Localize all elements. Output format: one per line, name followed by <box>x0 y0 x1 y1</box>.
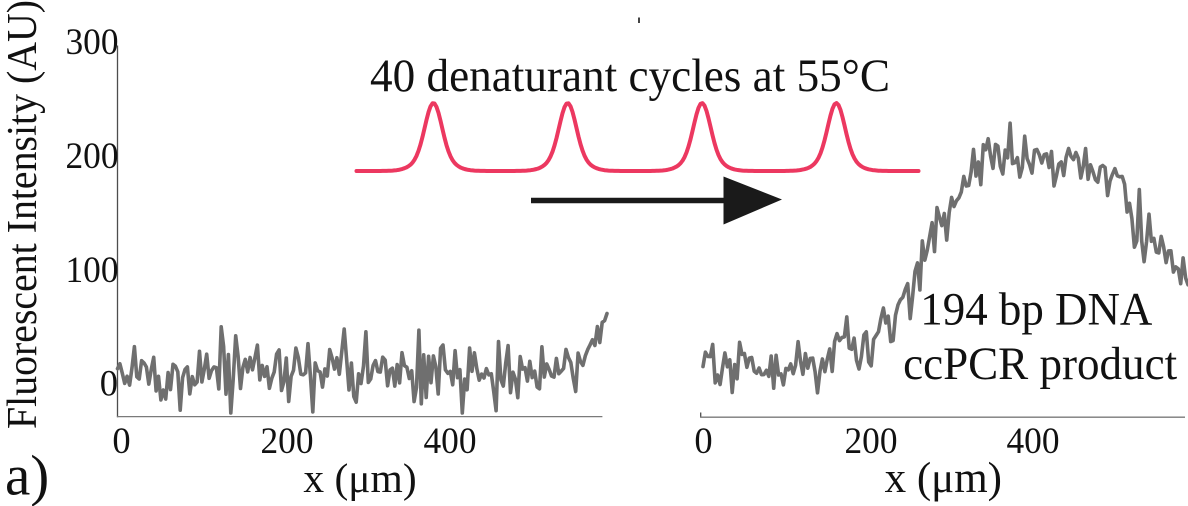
svg-text:Fluorescent Intensity (AU): Fluorescent Intensity (AU) <box>0 0 46 429</box>
svg-text:300: 300 <box>66 21 119 62</box>
svg-text:40 denaturant cycles at 55°C: 40 denaturant cycles at 55°C <box>370 50 890 102</box>
svg-text:200: 200 <box>845 420 898 461</box>
svg-text:ccPCR product: ccPCR product <box>903 338 1177 390</box>
svg-text:a): a) <box>5 445 49 506</box>
svg-text:0: 0 <box>694 420 712 461</box>
svg-text:200: 200 <box>66 135 119 176</box>
svg-text:x (μm): x (μm) <box>885 455 1002 502</box>
svg-text:200: 200 <box>261 420 314 461</box>
svg-text:194 bp DNA: 194 bp DNA <box>920 283 1152 335</box>
svg-text:0: 0 <box>100 363 118 404</box>
svg-text:100: 100 <box>66 249 119 290</box>
svg-text:0: 0 <box>112 420 130 461</box>
svg-text:x (μm): x (μm) <box>303 455 416 502</box>
svg-text:400: 400 <box>1007 420 1060 461</box>
svg-text:400: 400 <box>424 420 477 461</box>
